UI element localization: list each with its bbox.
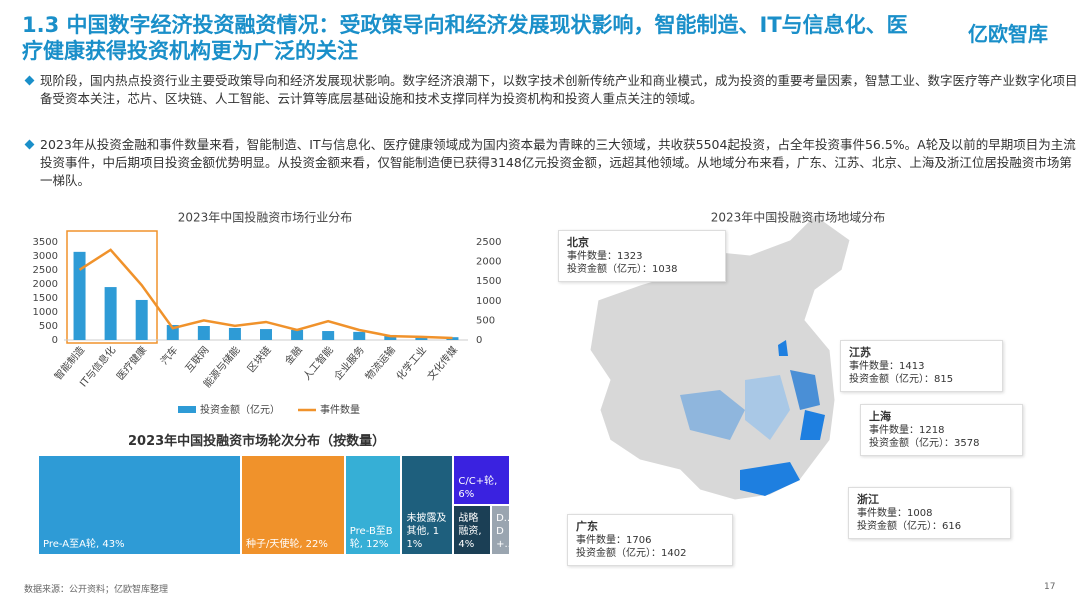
region-name: 上海 bbox=[869, 410, 891, 423]
line bbox=[78, 248, 453, 340]
bar bbox=[135, 299, 148, 340]
x-tick-label: 医疗健康 bbox=[114, 344, 150, 383]
tile-label: Pre-B至B轮, 12% bbox=[349, 526, 393, 550]
treemap-tile: 种子/天使轮, 22% bbox=[240, 455, 345, 555]
bar bbox=[260, 329, 272, 340]
y-tick-label: 2500 bbox=[33, 265, 58, 276]
y-tick-label: 3500 bbox=[33, 237, 58, 248]
tile-label: C/C+轮, 6% bbox=[458, 476, 498, 500]
map-province bbox=[680, 390, 745, 440]
map-province bbox=[745, 375, 790, 440]
amount: 投资金额（亿元）：1038 bbox=[567, 264, 678, 275]
treemap-tile: Pre-A至A轮, 43% bbox=[38, 455, 241, 555]
region-name: 北京 bbox=[567, 236, 589, 249]
treemap-tile: 未披露及其他, 11% bbox=[401, 455, 454, 555]
legend-swatch bbox=[178, 406, 196, 413]
y2-tick-label: 2500 bbox=[476, 237, 501, 248]
x-tick-label: 人工智能 bbox=[300, 344, 336, 383]
treemap-tile: D... D+... bbox=[491, 505, 510, 555]
y-tick-label: 1500 bbox=[33, 293, 58, 304]
treemap-tile: C/C+轮, 6% bbox=[453, 455, 510, 505]
treemap-tile: Pre-B至B轮, 12% bbox=[344, 455, 402, 555]
x-tick-label: 物流运输 bbox=[362, 344, 398, 383]
y2-tick-label: 2000 bbox=[476, 257, 501, 268]
x-tick-label: 文化传媒 bbox=[424, 344, 460, 383]
region-name: 江苏 bbox=[849, 346, 871, 359]
treemap: Pre-A至A轮, 43% 种子/天使轮, 22% Pre-B至B轮, 12% 未披露… bbox=[38, 455, 510, 555]
y-tick-label: 500 bbox=[39, 321, 58, 332]
chart-title: 2023年中国投融资市场行业分布 bbox=[178, 210, 353, 225]
bar bbox=[228, 327, 241, 340]
events: 事件数量：1413 bbox=[849, 361, 925, 372]
y2-tick-label: 0 bbox=[476, 335, 482, 346]
y2-tick-label: 500 bbox=[476, 315, 495, 326]
bar bbox=[73, 251, 86, 340]
treemap-tile: 战略融资, 4% bbox=[453, 505, 492, 555]
x-tick-label: 区块链 bbox=[244, 344, 273, 375]
bar bbox=[446, 337, 459, 340]
tile-label: 战略融资, 4% bbox=[458, 513, 482, 550]
map-province bbox=[800, 410, 825, 440]
region-name: 广东 bbox=[576, 520, 598, 533]
tile-label: D... D+... bbox=[496, 513, 510, 550]
highlight-box bbox=[66, 230, 158, 344]
y2-tick-label: 1000 bbox=[476, 296, 501, 307]
amount: 投资金额（亿元）：1402 bbox=[576, 548, 687, 559]
map-province bbox=[778, 340, 788, 356]
callout: 北京事件数量：1323 投资金额（亿元）：1038 bbox=[558, 230, 726, 282]
events: 事件数量：1323 bbox=[567, 251, 643, 262]
bar bbox=[104, 287, 117, 340]
callout: 上海事件数量：1218 投资金额（亿元）：3578 bbox=[860, 404, 1023, 456]
chart-title: 2023年中国投融资市场轮次分布（按数量） bbox=[128, 434, 386, 449]
tile-label: 未披露及其他, 11% bbox=[406, 513, 447, 550]
events: 事件数量：1218 bbox=[869, 425, 945, 436]
y-tick-label: 0 bbox=[52, 335, 58, 346]
bar bbox=[322, 331, 335, 340]
source: 数据来源：公开资料；亿欧智库整理 bbox=[24, 585, 169, 595]
y-tick-label: 3000 bbox=[33, 251, 58, 262]
map-china bbox=[589, 214, 851, 501]
bar bbox=[197, 326, 210, 340]
legend-label: 事件数量 bbox=[320, 403, 360, 416]
bullet: 2023年从投资金融和事件数量来看，智能制造、IT与信息化、医疗健康领域成为国内… bbox=[24, 136, 1080, 190]
events: 事件数量：1706 bbox=[576, 535, 652, 546]
y2-tick-label: 1500 bbox=[476, 276, 501, 287]
amount: 投资金额（亿元）：815 bbox=[849, 374, 954, 385]
bar bbox=[384, 334, 397, 340]
logo: 亿欧智库 bbox=[968, 22, 1048, 46]
bar bbox=[291, 329, 304, 340]
events: 事件数量：1008 bbox=[857, 508, 933, 519]
page-number: 17 bbox=[1044, 582, 1056, 592]
callout: 广东事件数量：1706 投资金额（亿元）：1402 bbox=[567, 514, 733, 566]
x-tick-label: 互联网 bbox=[183, 344, 211, 375]
bullet: 现阶段，国内热点投资行业主要受政策导向和经济发展现状影响。数字经济浪潮下，以数字… bbox=[24, 72, 1080, 108]
map-province bbox=[740, 462, 800, 496]
y-tick-label: 2000 bbox=[33, 279, 58, 290]
tile-label: 种子/天使轮, 22% bbox=[245, 539, 328, 550]
x-tick-label: 企业服务 bbox=[331, 344, 367, 383]
tile-label: Pre-A至A轮, 43% bbox=[43, 539, 125, 550]
callout: 江苏事件数量：1413 投资金额（亿元）：815 bbox=[840, 340, 1003, 392]
y-tick-label: 1000 bbox=[33, 307, 58, 318]
slide-title: 1.3 中国数字经济投资融资情况：受政策导向和经济发展现状影响，智能制造、IT与… bbox=[22, 13, 908, 63]
map-province bbox=[790, 370, 820, 410]
map-title: 2023年中国投融资市场地域分布 bbox=[711, 210, 886, 225]
legend-label: 投资金额（亿元） bbox=[200, 403, 280, 416]
x-tick-label: 化学工业 bbox=[393, 344, 429, 383]
bar bbox=[353, 331, 366, 340]
x-tick-label: 汽车 bbox=[158, 344, 181, 368]
amount: 投资金额（亿元）：3578 bbox=[869, 438, 980, 449]
x-tick-label: 金融 bbox=[282, 344, 305, 368]
amount: 投资金额（亿元）：616 bbox=[857, 521, 962, 532]
region-name: 浙江 bbox=[857, 493, 879, 506]
callout: 浙江事件数量：1008 投资金额（亿元）：616 bbox=[848, 487, 1011, 539]
